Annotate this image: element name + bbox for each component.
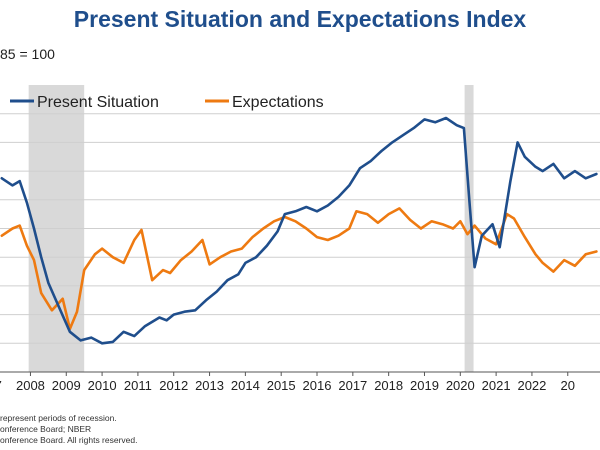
x-tick-label: 2012 xyxy=(159,378,188,393)
x-tick-label: 2022 xyxy=(517,378,546,393)
chart-subtitle: 85 = 100 xyxy=(0,46,55,62)
x-tick-label: 20 xyxy=(561,378,575,393)
x-tick-label: 2008 xyxy=(16,378,45,393)
legend-label-expectations: Expectations xyxy=(232,94,324,111)
series-line-expectations xyxy=(0,207,598,331)
footnote-source: onference Board; NBER xyxy=(0,424,92,434)
chart-title: Present Situation and Expectations Index xyxy=(73,6,527,32)
x-tick-label: 07 xyxy=(0,378,2,393)
legend-label-present-situation: Present Situation xyxy=(37,94,159,111)
footnote-copyright: onference Board. All rights reserved. xyxy=(0,435,138,445)
x-tick-label: 2013 xyxy=(195,378,224,393)
footnote-recession: represent periods of recession. xyxy=(0,413,117,423)
x-tick-label: 2019 xyxy=(410,378,439,393)
x-tick-label: 2016 xyxy=(303,378,332,393)
x-tick-label: 2014 xyxy=(231,378,260,393)
x-tick-label: 2021 xyxy=(482,378,511,393)
x-tick-label: 2020 xyxy=(446,378,475,393)
x-tick-label: 2011 xyxy=(124,378,152,393)
x-tick-label: 2015 xyxy=(267,378,296,393)
x-tick-label: 2017 xyxy=(338,378,367,393)
series-line-present-situation xyxy=(0,116,598,345)
x-tick-label: 2010 xyxy=(88,378,117,393)
x-tick-label: 2009 xyxy=(52,378,81,393)
x-tick-label: 2018 xyxy=(374,378,403,393)
footnotes: represent periods of recession. onferenc… xyxy=(0,413,138,446)
